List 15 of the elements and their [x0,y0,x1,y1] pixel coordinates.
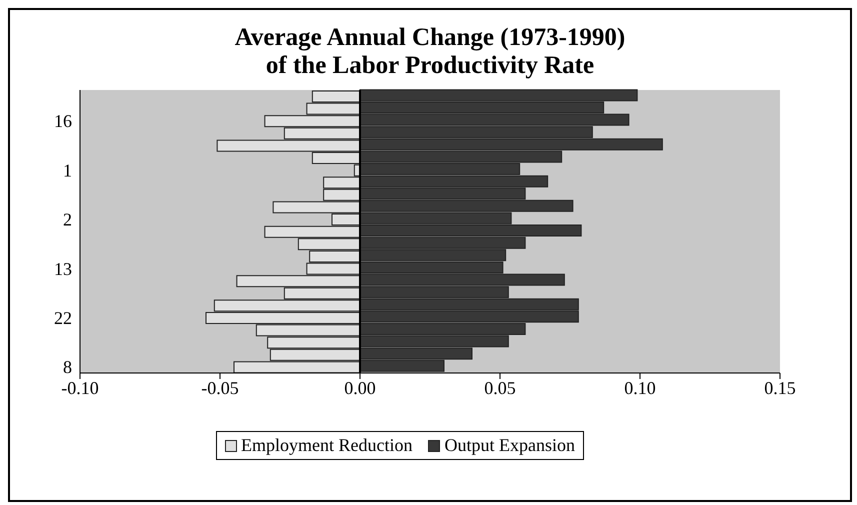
chart-title: Average Annual Change (1973-1990) of the Labor Productivity Rate [234,24,626,80]
legend-label: Output Expansion [443,435,575,456]
x-tick-label: -0.10 [61,378,99,398]
y-tick-label: 16 [54,111,72,132]
y-tick-label: 1 [63,160,72,180]
x-tick-label: 0.15 [764,378,796,398]
y-tick-label: 13 [54,258,72,279]
legend-label: Employment Reduction [240,435,412,456]
y-tick-label: 22 [54,308,72,328]
x-tick-label: -0.05 [201,378,239,398]
x-tick-label: 0.05 [484,378,516,398]
y-tick-label: 2 [63,210,72,230]
x-tick-label: 0.10 [624,378,656,398]
x-tick-label: 0.00 [344,378,376,398]
y-tick-label: 8 [63,357,72,378]
